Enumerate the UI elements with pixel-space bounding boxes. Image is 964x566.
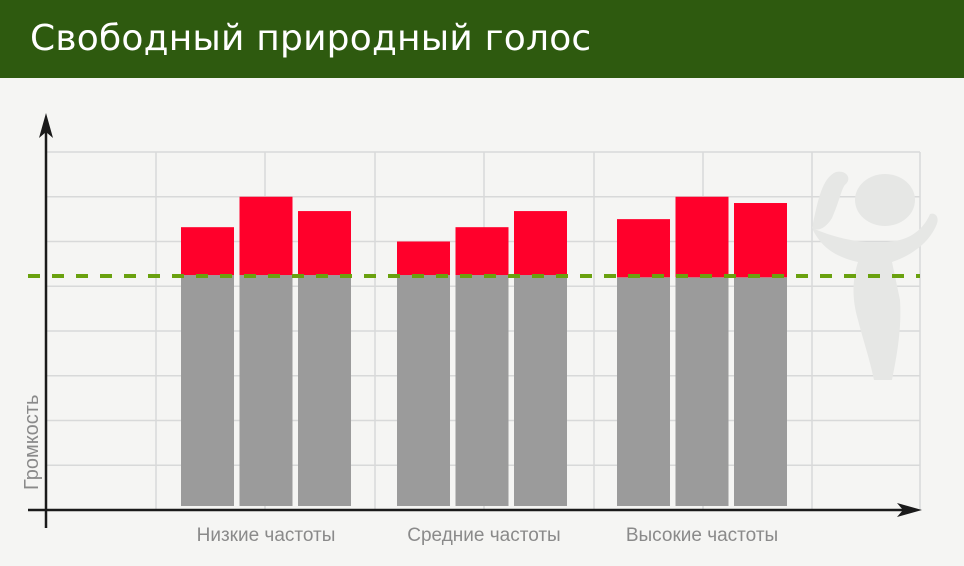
bar-top-segment (397, 241, 450, 276)
bar-base-segment (181, 275, 234, 506)
category-label-mid: Средние частоты (407, 525, 560, 546)
x-axis-arrow (897, 503, 922, 517)
bar-base-segment (734, 277, 787, 506)
bar-top-segment (734, 203, 787, 278)
bar-base-segment (455, 275, 509, 506)
bar-base-segment (239, 275, 293, 506)
bar-base-segment (675, 277, 729, 506)
y-axis-arrow (39, 113, 53, 138)
bar-top-segment (675, 196, 729, 278)
category-label-low: Низкие частоты (197, 525, 336, 546)
category-label-high: Высокие частоты (626, 525, 778, 546)
bars (181, 196, 787, 506)
bar-top-segment (455, 227, 509, 276)
y-axis-label: Громкость (21, 395, 43, 490)
bar-base-segment (397, 275, 450, 506)
silhouette-illustration (812, 171, 938, 380)
bar-top-segment (239, 196, 293, 276)
header-bar: Свободный природный голос (0, 0, 964, 78)
bar-top-segment (617, 219, 670, 278)
page-title: Свободный природный голос (30, 18, 592, 59)
axes (28, 113, 922, 528)
bar-top-segment (514, 211, 567, 276)
bar-top-segment (181, 227, 234, 276)
bar-base-segment (514, 275, 567, 506)
bar-base-segment (298, 275, 351, 506)
bar-base-segment (617, 277, 670, 506)
bar-top-segment (298, 211, 351, 276)
